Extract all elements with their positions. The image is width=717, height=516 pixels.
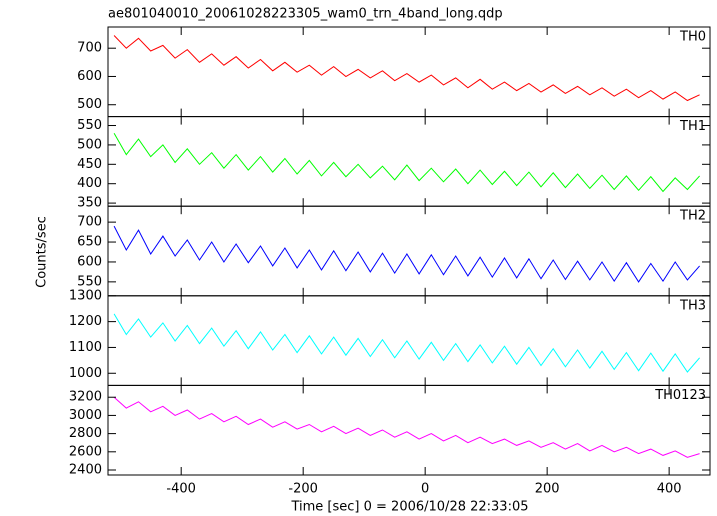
light-curve xyxy=(113,35,700,102)
x-tick-label: -200 xyxy=(288,482,318,497)
y-tick-label: 600 xyxy=(77,69,102,84)
chart-title: ae801040010_20061028223305_wam0_trn_4ban… xyxy=(108,7,503,22)
y-tick-label: 500 xyxy=(77,97,102,112)
y-tick-label: 700 xyxy=(77,215,102,230)
y-tick-label: 3000 xyxy=(69,408,102,423)
y-tick-label: 2400 xyxy=(69,462,102,477)
y-tick-label: 3200 xyxy=(69,390,102,405)
x-tick-label: 200 xyxy=(535,482,560,497)
panel-frame xyxy=(107,295,711,386)
y-tick-label: 550 xyxy=(77,118,102,133)
panel-frame xyxy=(107,116,711,207)
panel-frame xyxy=(107,205,711,297)
y-tick-label: 400 xyxy=(77,176,102,191)
y-tick-label: 600 xyxy=(77,254,102,269)
y-tick-label: 2600 xyxy=(69,444,102,459)
x-tick-label: 0 xyxy=(421,482,429,497)
y-tick-label: 1300 xyxy=(69,288,102,303)
light-curve xyxy=(113,133,700,193)
y-tick-label: 700 xyxy=(77,41,102,56)
y-tick-label: 1200 xyxy=(69,314,102,329)
series-label: TH0 xyxy=(679,30,706,45)
y-tick-label: 2800 xyxy=(69,426,102,441)
light-curve xyxy=(113,313,700,373)
y-axis-label: Counts/sec xyxy=(35,216,50,288)
y-tick-label: 1100 xyxy=(69,340,102,355)
panel-frame xyxy=(107,384,711,476)
panel-frame xyxy=(107,26,711,118)
x-axis-label: Time [sec] 0 = 2006/10/28 22:33:05 xyxy=(290,500,528,515)
y-tick-label: 350 xyxy=(77,196,102,211)
y-tick-label: 550 xyxy=(77,274,102,289)
series-label: TH0123 xyxy=(654,388,706,403)
light-curve xyxy=(113,225,700,283)
series-label: TH1 xyxy=(679,119,706,134)
y-tick-label: 500 xyxy=(77,137,102,152)
y-tick-label: 450 xyxy=(77,157,102,172)
series-label: TH2 xyxy=(679,209,706,224)
y-tick-label: 1000 xyxy=(69,366,102,381)
x-tick-label: 400 xyxy=(657,482,682,497)
series-label: TH3 xyxy=(679,298,706,313)
x-tick-label: -400 xyxy=(166,482,196,497)
light-curve xyxy=(113,396,700,458)
y-tick-label: 650 xyxy=(77,235,102,250)
